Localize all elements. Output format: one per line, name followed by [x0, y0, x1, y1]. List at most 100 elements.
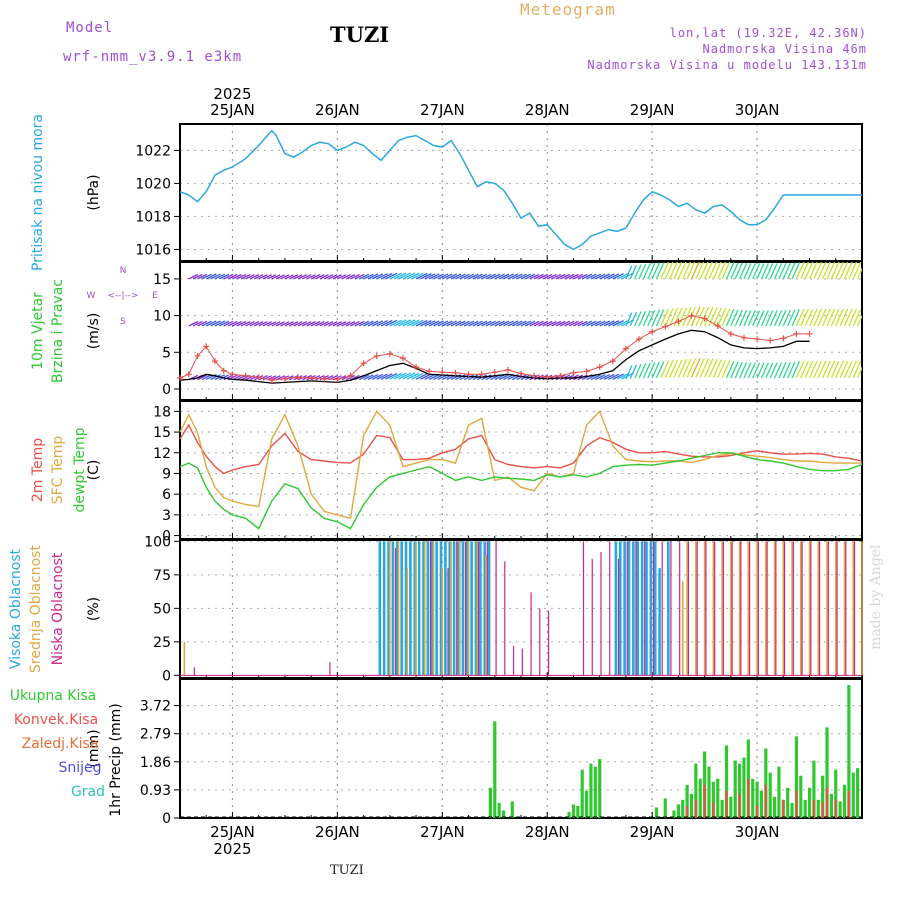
wind-barb	[249, 321, 260, 327]
wind-barb	[647, 262, 656, 280]
wind-barb	[433, 320, 444, 327]
wind-barb	[704, 262, 713, 280]
wind-barb	[542, 273, 553, 280]
wind-barb	[848, 360, 857, 379]
wind-barb	[201, 374, 212, 381]
gust-marker	[211, 358, 218, 365]
wind-barb	[293, 274, 303, 280]
ytick-label: 3.72	[140, 699, 171, 715]
wind-barb	[655, 361, 665, 379]
wind-barb	[577, 273, 588, 280]
cloud-bar	[635, 541, 637, 676]
gust-marker	[701, 315, 708, 322]
wind-barb	[760, 310, 769, 327]
year-label-bottom: 2025	[213, 840, 251, 858]
series-line-temperature	[179, 452, 863, 530]
wind-barb	[747, 362, 756, 379]
wind-barb	[485, 320, 496, 327]
gust-marker	[754, 336, 761, 343]
wind-barb	[455, 320, 466, 327]
precip-bar	[576, 805, 580, 818]
panel-label: dewpt Temp	[72, 427, 88, 512]
wind-barb	[310, 374, 321, 381]
wind-barb	[376, 373, 388, 380]
wind-barb	[472, 320, 483, 327]
cloud-bar	[836, 541, 838, 676]
wind-barb	[476, 320, 488, 327]
wind-barb	[380, 373, 393, 380]
wind-barb	[760, 263, 769, 280]
wind-barb	[686, 262, 696, 280]
wind-barb	[699, 358, 710, 378]
wind-barb	[612, 373, 624, 380]
wind-barb	[830, 360, 840, 379]
ytick-label: 3	[162, 508, 171, 524]
cloud-bar	[826, 541, 828, 676]
wind-barb	[450, 273, 462, 280]
compass-s: S	[120, 317, 126, 327]
wind-barb	[188, 320, 199, 327]
wind-barb	[538, 320, 549, 327]
cloud-bar	[747, 541, 750, 676]
wind-barb	[835, 360, 844, 379]
panel-label: Visoka Oblacnost	[8, 548, 24, 669]
wind-barb	[791, 262, 801, 280]
wind-barb	[511, 320, 523, 327]
wind-barb	[302, 274, 312, 280]
date-label-bottom: 30JAN	[735, 823, 780, 841]
wind-barb	[708, 358, 718, 378]
wind-barb	[520, 273, 531, 280]
wind-barb	[629, 311, 638, 327]
wind-barb	[372, 320, 384, 327]
date-label-bottom: 29JAN	[630, 823, 675, 841]
wind-barb	[773, 362, 783, 379]
panel-frame	[179, 539, 863, 679]
gust-marker	[295, 374, 302, 381]
cloud-bar	[810, 541, 812, 676]
wind-barb	[756, 362, 765, 379]
precip-bar	[768, 772, 772, 818]
wind-barb	[210, 273, 221, 280]
wind-barb	[442, 320, 453, 327]
cloud-bar	[183, 641, 186, 676]
precip-bar	[712, 802, 715, 818]
wind-barb	[712, 307, 722, 327]
wind-barb	[385, 319, 398, 327]
wind-barb	[354, 273, 365, 280]
precip-bar	[794, 736, 799, 818]
wind-barb	[420, 273, 432, 280]
precip-bar	[488, 787, 492, 818]
wind-barb	[546, 273, 557, 280]
cloud-bar	[397, 541, 400, 676]
precip-bar	[825, 787, 829, 818]
wind-barb	[603, 320, 615, 327]
precip-bar	[847, 790, 850, 818]
ytick-label: 1.86	[140, 755, 171, 771]
wind-barb	[262, 274, 272, 280]
model-altitude-label: Nadmorska Visina u modelu 143.131m	[587, 58, 867, 72]
cloud-bar	[547, 611, 550, 676]
precip-bar	[747, 778, 750, 818]
panel-precip	[174, 678, 863, 819]
cloud-bar	[415, 541, 417, 676]
wind-barb	[573, 320, 584, 327]
wind-barb	[385, 272, 398, 280]
panel-label: SFC Temp	[50, 436, 66, 505]
gust-marker	[622, 345, 629, 352]
wind-barb	[568, 273, 579, 280]
wind-barb	[795, 262, 805, 280]
wind-barb	[560, 320, 570, 327]
cloud-bar	[861, 541, 863, 676]
wind-barb	[389, 319, 402, 327]
wind-barb	[721, 262, 731, 280]
gust-marker	[360, 360, 367, 367]
ytick-label: 0	[162, 811, 171, 827]
cloud-bar	[441, 568, 444, 676]
wind-barb	[822, 262, 831, 280]
cloud-bar	[429, 541, 432, 676]
precip-bar	[571, 804, 576, 818]
wind-barb	[376, 273, 388, 280]
cloud-bar	[389, 541, 391, 676]
wind-barb	[808, 360, 818, 379]
